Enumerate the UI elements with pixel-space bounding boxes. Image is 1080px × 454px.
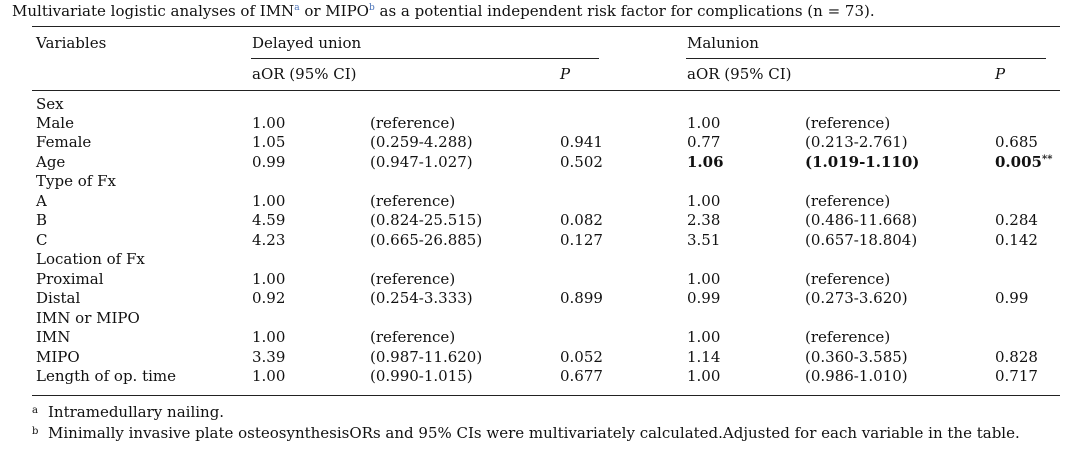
delayed-ci-value: (0.259-4.288) — [370, 133, 473, 151]
significance-marker: ** — [1041, 154, 1053, 165]
row-label: Distal — [36, 289, 81, 307]
malunion-aor-value: 1.00 — [687, 114, 721, 132]
malunion-ci-value: (0.486-11.668) — [805, 211, 918, 229]
malunion-ci-value: (0.273-3.620) — [805, 289, 908, 307]
header-delayed-union: Delayed union — [252, 34, 362, 52]
delayed-aor-value: 1.00 — [252, 114, 286, 132]
malunion-aor-value: 0.77 — [687, 133, 721, 151]
header-malunion: Malunion — [687, 34, 759, 52]
delayed-ci-value: (reference) — [370, 270, 456, 288]
delayed-aor-value: 1.05 — [252, 133, 286, 151]
malunion-aor-value: 1.06 — [687, 153, 724, 171]
delayed-p-value: 0.052 — [560, 348, 603, 366]
row-label: Female — [36, 133, 92, 151]
delayed-aor-value: 4.59 — [252, 211, 286, 229]
malunion-p-value: 0.99 — [995, 289, 1029, 307]
row-label: Proximal — [36, 270, 104, 288]
header-malunion-p: P — [995, 65, 1006, 83]
delayed-union-group-rule — [251, 58, 599, 59]
delayed-ci-value: (0.665-26.885) — [370, 231, 483, 249]
delayed-p-value: 0.502 — [560, 153, 603, 171]
delayed-ci-value: (0.254-3.333) — [370, 289, 473, 307]
table-caption: Multivariate logistic analyses of IMNa o… — [12, 2, 1072, 20]
delayed-aor-value: 1.00 — [252, 192, 286, 210]
delayed-p-value: 0.677 — [560, 367, 603, 385]
row-label: Length of op. time — [36, 367, 177, 385]
header-malunion-aor: aOR (95% CI) — [687, 65, 792, 83]
footnote-a: a Intramedullary nailing. — [32, 401, 224, 422]
footnote-ref-b[interactable]: b — [368, 3, 375, 13]
malunion-aor-value: 3.51 — [687, 231, 721, 249]
malunion-ci-value: (0.213-2.761) — [805, 133, 908, 151]
table-top-rule — [32, 26, 1060, 27]
row-label: A — [36, 192, 47, 210]
delayed-ci-value: (0.947-1.027) — [370, 153, 473, 171]
delayed-ci-value: (reference) — [370, 192, 456, 210]
malunion-aor-value: 2.38 — [687, 211, 721, 229]
malunion-ci-value: (0.657-18.804) — [805, 231, 918, 249]
malunion-p-value: 0.284 — [995, 211, 1038, 229]
malunion-ci-value: (0.986-1.010) — [805, 367, 908, 385]
footnote-marker: a — [32, 405, 38, 416]
malunion-p-value: 0.685 — [995, 133, 1038, 151]
footnote-ref-a[interactable]: a — [294, 3, 300, 13]
malunion-aor-value: 0.99 — [687, 289, 721, 307]
delayed-ci-value: (reference) — [370, 328, 456, 346]
header-variables: Variables — [36, 34, 107, 52]
delayed-p-value: 0.127 — [560, 231, 603, 249]
row-label: IMN — [36, 328, 71, 346]
malunion-aor-value: 1.00 — [687, 270, 721, 288]
delayed-aor-value: 1.00 — [252, 270, 286, 288]
malunion-p-value: 0.828 — [995, 348, 1038, 366]
malunion-group-rule — [686, 58, 1046, 59]
caption-text-start: Multivariate logistic analyses of IMN — [12, 2, 295, 20]
delayed-ci-value: (0.987-11.620) — [370, 348, 483, 366]
footnote-text: Intramedullary nailing. — [48, 403, 225, 421]
row-label: Age — [36, 153, 66, 171]
delayed-aor-value: 0.92 — [252, 289, 286, 307]
delayed-aor-value: 0.99 — [252, 153, 286, 171]
malunion-aor-value: 1.00 — [687, 192, 721, 210]
row-label: Sex — [36, 95, 64, 113]
delayed-ci-value: (0.824-25.515) — [370, 211, 483, 229]
table-header-rule — [32, 90, 1060, 91]
footnote-b: b Minimally invasive plate osteosynthesis… — [32, 422, 1020, 443]
row-label: MIPO — [36, 348, 80, 366]
row-label: Male — [36, 114, 74, 132]
table-bottom-rule — [32, 395, 1060, 396]
malunion-ci-value: (reference) — [805, 114, 891, 132]
caption-text-end: as a potential independent risk factor f… — [374, 2, 875, 20]
malunion-p-value: 0.005** — [995, 153, 1052, 172]
row-label: B — [36, 211, 48, 229]
malunion-aor-value: 1.00 — [687, 367, 721, 385]
row-label: Type of Fx — [36, 172, 116, 190]
delayed-ci-value: (reference) — [370, 114, 456, 132]
row-label: C — [36, 231, 48, 249]
malunion-aor-value: 1.14 — [687, 348, 721, 366]
footnote-marker: b — [32, 426, 39, 437]
malunion-p-number: 0.005 — [995, 153, 1042, 171]
header-delayed-p: P — [560, 65, 571, 83]
footnote-text: Minimally invasive plate osteosynthesisO… — [48, 424, 1020, 442]
delayed-aor-value: 4.23 — [252, 231, 286, 249]
row-label: IMN or MIPO — [36, 309, 140, 327]
malunion-ci-value: (reference) — [805, 328, 891, 346]
delayed-aor-value: 1.00 — [252, 367, 286, 385]
row-label: Location of Fx — [36, 250, 145, 268]
malunion-ci-value: (reference) — [805, 270, 891, 288]
delayed-aor-value: 1.00 — [252, 328, 286, 346]
delayed-p-value: 0.082 — [560, 211, 603, 229]
malunion-ci-value: (reference) — [805, 192, 891, 210]
delayed-aor-value: 3.39 — [252, 348, 286, 366]
malunion-p-value: 0.717 — [995, 367, 1038, 385]
malunion-ci-value: (0.360-3.585) — [805, 348, 908, 366]
caption-text-middle: or MIPO — [299, 2, 369, 20]
malunion-ci-value: (1.019-1.110) — [805, 153, 920, 171]
malunion-aor-value: 1.00 — [687, 328, 721, 346]
delayed-ci-value: (0.990-1.015) — [370, 367, 473, 385]
delayed-p-value: 0.899 — [560, 289, 603, 307]
delayed-p-value: 0.941 — [560, 133, 603, 151]
header-delayed-aor: aOR (95% CI) — [252, 65, 357, 83]
malunion-p-value: 0.142 — [995, 231, 1038, 249]
